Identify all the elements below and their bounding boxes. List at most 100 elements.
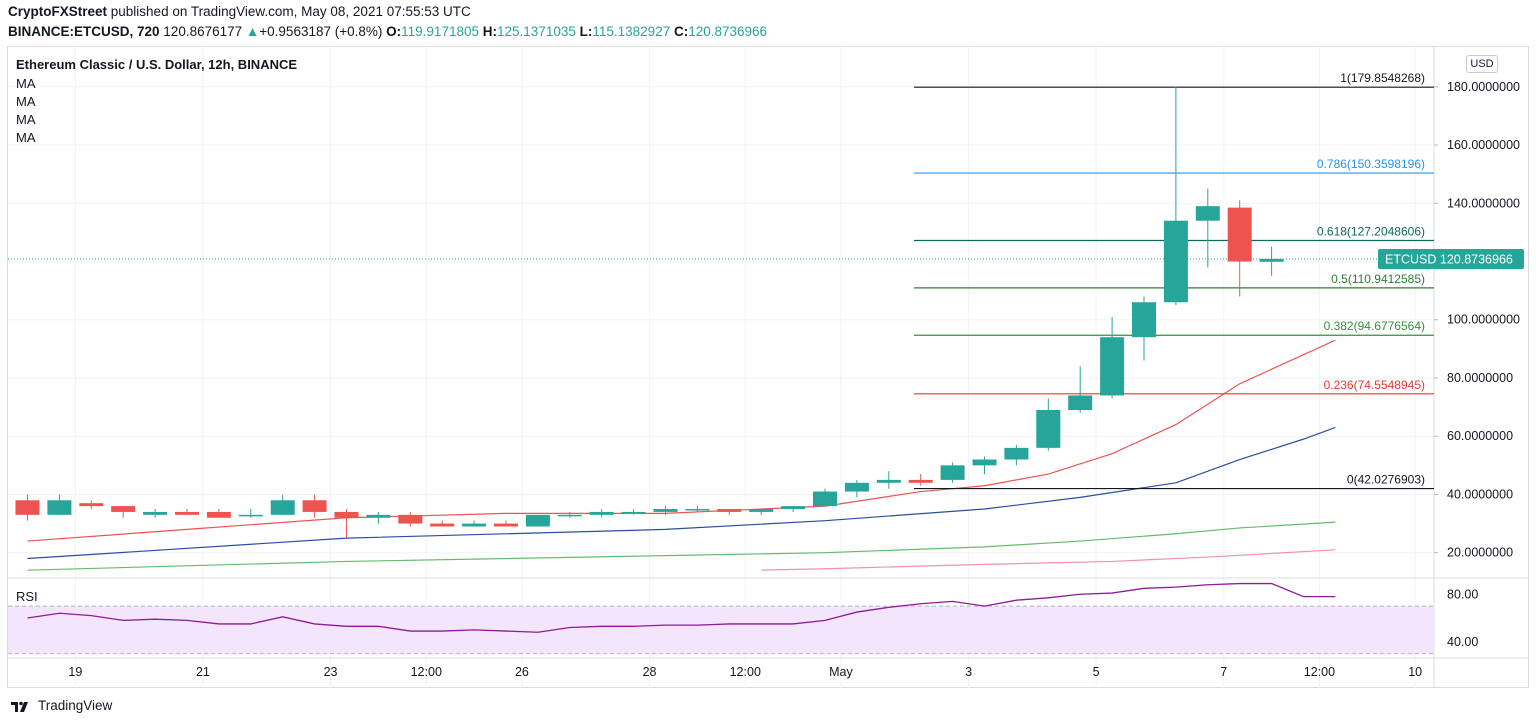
footer-brand-label: TradingView bbox=[38, 698, 113, 713]
candle-body bbox=[1195, 206, 1220, 221]
candle-body bbox=[143, 511, 168, 515]
price-axis-label: 20.0000000 bbox=[1447, 546, 1513, 560]
candle-body bbox=[302, 500, 327, 512]
rsi-band-fill bbox=[8, 606, 1434, 654]
time-axis-label: 10 bbox=[1408, 665, 1422, 679]
candle-body bbox=[653, 509, 678, 512]
candle-body bbox=[813, 491, 837, 507]
candle-body bbox=[79, 503, 104, 507]
fib-level-label: 0(42.0276903) bbox=[1347, 473, 1425, 487]
candle-body bbox=[908, 479, 933, 483]
open-value: 119.9171805 bbox=[401, 24, 479, 39]
rsi-legend[interactable]: RSI bbox=[16, 589, 38, 604]
time-axis-label: 12:00 bbox=[411, 665, 442, 679]
candle-body bbox=[494, 523, 518, 527]
candle-body bbox=[1163, 220, 1188, 303]
candle-body bbox=[270, 500, 295, 515]
time-axis-label: 19 bbox=[68, 665, 82, 679]
footer-brand[interactable]: TradingView bbox=[10, 698, 112, 713]
candle-body bbox=[366, 514, 391, 518]
low-label: L: bbox=[579, 24, 593, 39]
ma-legend-1[interactable]: MA bbox=[16, 76, 36, 91]
candle-body bbox=[462, 523, 487, 527]
time-axis-label: 21 bbox=[196, 665, 210, 679]
last-price: 120.8676177 bbox=[163, 24, 243, 39]
published-text: published on TradingView.com, May 08, 20… bbox=[110, 4, 471, 19]
candle-body bbox=[1004, 447, 1029, 460]
candle-body bbox=[398, 514, 423, 524]
candle-body bbox=[15, 500, 40, 515]
candle-body bbox=[1100, 337, 1125, 396]
chart-legend-title: Ethereum Classic / U.S. Dollar, 12h, BIN… bbox=[16, 57, 298, 72]
price-axis-label: 80.0000000 bbox=[1447, 371, 1513, 385]
high-label: H: bbox=[482, 24, 498, 39]
rsi-axis-label: 80.00 bbox=[1447, 587, 1478, 601]
moving-average-line-3 bbox=[27, 521, 1336, 571]
open-label: O: bbox=[386, 24, 402, 39]
time-axis-label: 5 bbox=[1093, 665, 1100, 679]
candle-body bbox=[621, 511, 646, 514]
candle-body bbox=[685, 509, 710, 511]
candle-body bbox=[47, 500, 72, 515]
candle-body bbox=[430, 523, 455, 527]
candle-body bbox=[1227, 207, 1252, 262]
price-axis-label: 60.0000000 bbox=[1447, 429, 1513, 443]
candle-body bbox=[175, 511, 199, 515]
publish-line: CryptoFXStreet published on TradingView.… bbox=[8, 4, 471, 19]
low-value: 115.1382927 bbox=[592, 24, 671, 39]
candle-body bbox=[940, 465, 965, 480]
price-axis-label: 140.0000000 bbox=[1447, 196, 1520, 210]
candle-body bbox=[334, 511, 359, 518]
candle-body bbox=[111, 506, 136, 512]
time-axis-label: 12:00 bbox=[1304, 665, 1335, 679]
price-axis-label: 160.0000000 bbox=[1447, 138, 1520, 152]
candle-body bbox=[238, 514, 263, 517]
fib-level-label: 0.5(110.9412585) bbox=[1331, 272, 1425, 286]
candle-body bbox=[972, 459, 997, 466]
currency-badge[interactable]: USD bbox=[1466, 55, 1498, 73]
time-axis-label: 23 bbox=[324, 665, 338, 679]
moving-average-line-2 bbox=[27, 426, 1336, 560]
publisher-name[interactable]: CryptoFXStreet bbox=[8, 4, 108, 19]
candle-body bbox=[1259, 258, 1284, 262]
symbol-label: BINANCE:ETCUSD, 720 bbox=[8, 24, 160, 39]
fib-level-label: 0.382(94.6776564) bbox=[1324, 319, 1425, 333]
candle-body bbox=[844, 482, 869, 492]
candle-body bbox=[1132, 302, 1156, 338]
moving-average-line-1 bbox=[27, 339, 1336, 542]
time-axis-label: 28 bbox=[643, 665, 657, 679]
price-axis-label: 100.0000000 bbox=[1447, 313, 1520, 327]
rsi-line bbox=[27, 582, 1336, 633]
time-axis-label: May bbox=[829, 665, 853, 679]
fib-level-label: 0.786(150.3598196) bbox=[1317, 157, 1425, 171]
ma-legend-3[interactable]: MA bbox=[16, 112, 36, 127]
time-axis-label: 7 bbox=[1220, 665, 1227, 679]
fib-level-label: 0.618(127.2048606) bbox=[1317, 225, 1425, 239]
price-axis-label: 180.0000000 bbox=[1447, 80, 1520, 94]
candle-body bbox=[589, 511, 614, 515]
high-value: 125.1371035 bbox=[497, 24, 576, 39]
time-axis-label: 12:00 bbox=[730, 665, 761, 679]
candle-body bbox=[557, 514, 582, 517]
ma-legend-4[interactable]: MA bbox=[16, 130, 36, 145]
up-arrow-icon: ▲ bbox=[245, 24, 260, 39]
candle-body bbox=[876, 479, 901, 483]
candle-body bbox=[1068, 395, 1093, 411]
price-tag-label: ETCUSD 120.8736966 bbox=[1385, 252, 1513, 266]
candle-body bbox=[717, 509, 742, 512]
close-value: 120.8736966 bbox=[688, 24, 768, 39]
close-label: C: bbox=[673, 24, 689, 39]
candle-body bbox=[749, 509, 774, 512]
candle-body bbox=[206, 511, 231, 518]
fib-level-label: 0.236(74.5548945) bbox=[1324, 378, 1425, 392]
ohlc-line: BINANCE:ETCUSD, 720 120.8676177 ▲+0.9563… bbox=[8, 24, 767, 39]
candle-body bbox=[781, 506, 806, 510]
fib-level-label: 1(179.8548268) bbox=[1340, 71, 1425, 85]
candle-body bbox=[525, 514, 550, 527]
time-axis-label: 3 bbox=[965, 665, 972, 679]
price-change: +0.9563187 (+0.8%) bbox=[259, 24, 383, 39]
ma-legend-2[interactable]: MA bbox=[16, 94, 36, 109]
tradingview-logo-icon bbox=[10, 699, 32, 713]
rsi-axis-label: 40.00 bbox=[1447, 635, 1478, 649]
